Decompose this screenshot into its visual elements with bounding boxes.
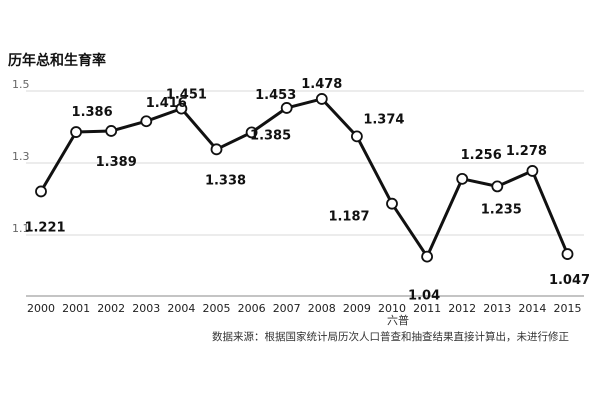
data-point bbox=[491, 180, 504, 193]
data-point bbox=[105, 125, 118, 137]
data-point bbox=[350, 130, 363, 143]
x-tick-label: 2012 bbox=[448, 302, 476, 315]
census-annotation: 六普 bbox=[387, 313, 409, 327]
data-label: 1.478 bbox=[301, 77, 342, 92]
x-tick-label: 2003 bbox=[132, 302, 160, 315]
data-point bbox=[175, 102, 188, 115]
data-label: 1.374 bbox=[363, 112, 404, 127]
data-point bbox=[245, 126, 258, 139]
x-tick-label: 2005 bbox=[203, 302, 231, 315]
series-layer bbox=[35, 93, 574, 263]
data-label: 1.389 bbox=[96, 155, 137, 170]
y-tick-layer: 1.1 1.3 1.5 bbox=[12, 78, 30, 235]
x-tick-label: 2015 bbox=[554, 302, 582, 315]
data-point bbox=[315, 93, 328, 105]
data-point bbox=[70, 126, 82, 138]
chart-title: 历年总和生育率 bbox=[8, 52, 106, 69]
x-tick-label: 2007 bbox=[273, 302, 301, 315]
series-line bbox=[39, 97, 569, 259]
data-point bbox=[210, 143, 223, 156]
x-tick-label: 2010 bbox=[378, 302, 406, 315]
data-label: 1.278 bbox=[506, 144, 547, 159]
data-point bbox=[280, 102, 293, 114]
data-label: 1.338 bbox=[205, 173, 246, 188]
data-point bbox=[456, 172, 469, 185]
data-label: 1.256 bbox=[461, 148, 502, 163]
x-tick-layer: 2000 2001 2002 2003 2004 2005 2006 2007 2008 2009… bbox=[27, 302, 582, 315]
data-label: 1.187 bbox=[328, 210, 369, 225]
data-source-note: 数据来源：根据国家统计局历次人口普查和抽查结果直接计算出，未进行修正 bbox=[212, 330, 569, 343]
data-point bbox=[526, 165, 539, 177]
data-label: 1.235 bbox=[481, 202, 522, 217]
x-tick-label: 2011 bbox=[413, 302, 441, 315]
data-label: 1.451 bbox=[166, 88, 207, 103]
x-tick-label: 2008 bbox=[308, 302, 336, 315]
x-tick-label: 2000 bbox=[27, 302, 55, 315]
data-label: 1.453 bbox=[255, 88, 296, 103]
data-label: 1.386 bbox=[72, 105, 113, 120]
x-tick-label: 2004 bbox=[167, 302, 195, 315]
y-tick-label: 1.1 bbox=[12, 222, 30, 235]
y-tick-label: 1.5 bbox=[12, 78, 30, 91]
data-label: 1.04 bbox=[408, 289, 440, 304]
x-tick-label: 2013 bbox=[483, 302, 511, 315]
x-tick-label: 2014 bbox=[518, 302, 546, 315]
data-label: 1.385 bbox=[250, 128, 291, 143]
data-point bbox=[35, 185, 47, 198]
grid-layer bbox=[26, 90, 584, 236]
data-point bbox=[140, 115, 153, 128]
data-point bbox=[561, 248, 574, 260]
data-label: 1.416 bbox=[146, 96, 187, 111]
y-tick-label: 1.3 bbox=[12, 150, 30, 163]
x-tick-label: 2002 bbox=[97, 302, 125, 315]
x-tick-label: 2009 bbox=[343, 302, 371, 315]
x-tick-label: 2006 bbox=[238, 302, 266, 315]
data-label: 1.047 bbox=[549, 273, 590, 288]
data-point bbox=[386, 197, 398, 210]
data-label: 1.221 bbox=[24, 220, 65, 235]
x-tick-label: 2001 bbox=[62, 302, 90, 315]
data-point bbox=[421, 250, 434, 263]
